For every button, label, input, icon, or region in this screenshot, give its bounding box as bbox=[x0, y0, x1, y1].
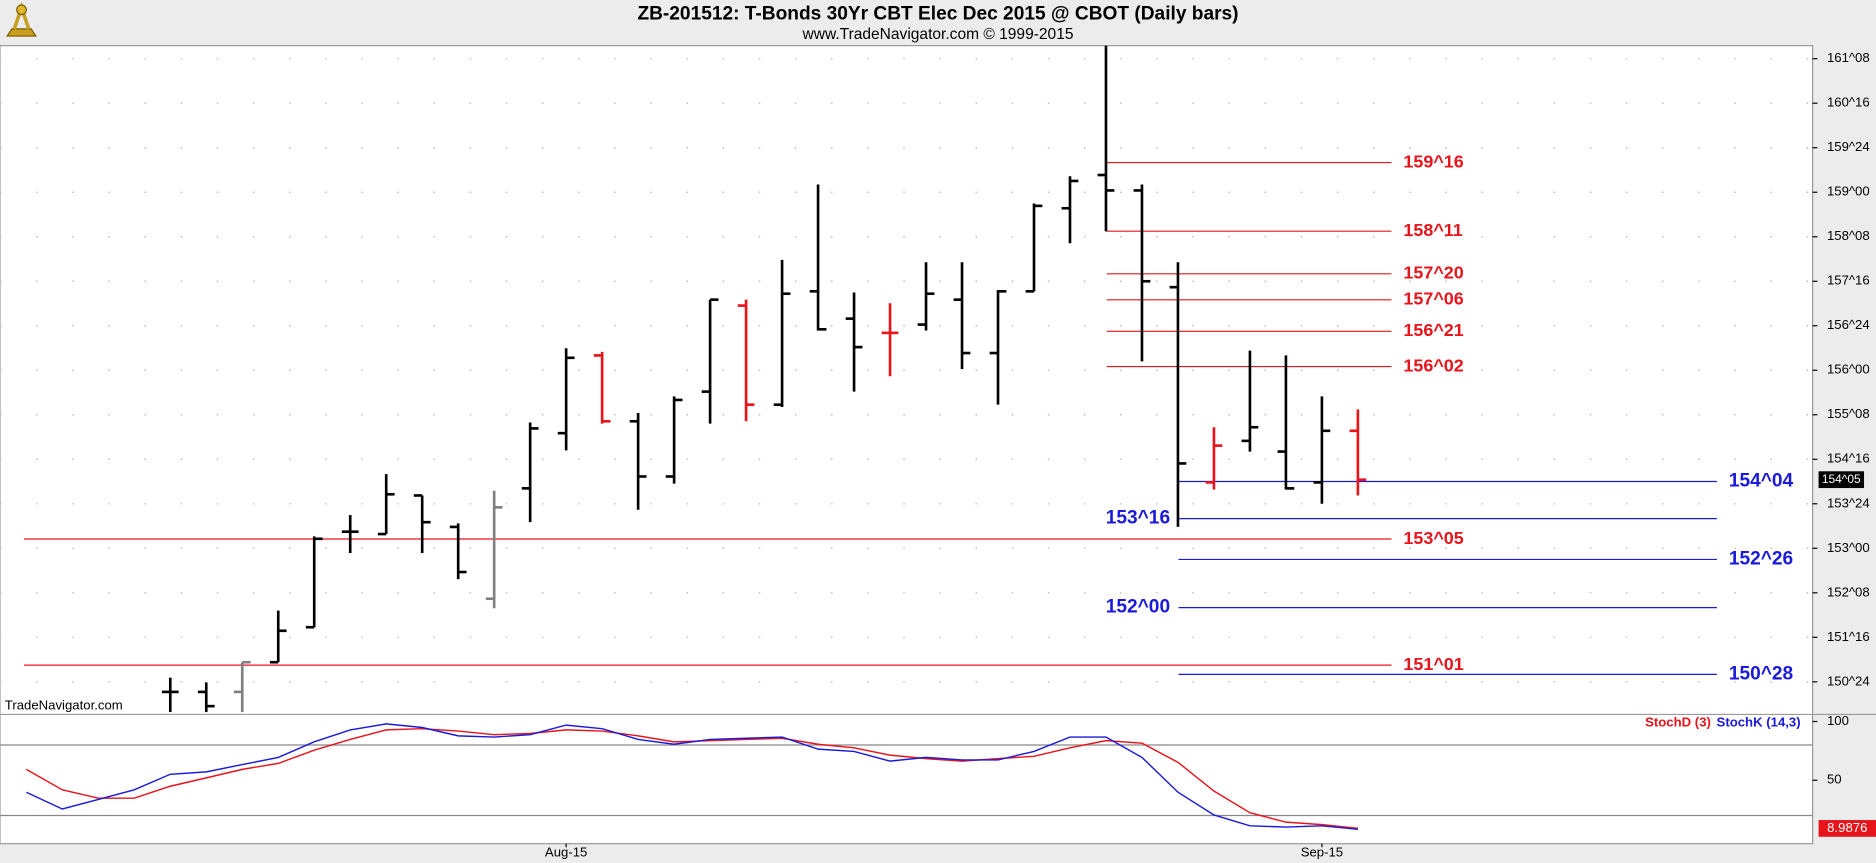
y-tick-label: 159^00 bbox=[1827, 184, 1870, 199]
y-tick-label: 50 bbox=[1827, 772, 1842, 787]
level-label: 152^26 bbox=[1729, 548, 1793, 569]
y-tick-label: 153^00 bbox=[1827, 540, 1870, 555]
y-tick-label: 100 bbox=[1827, 713, 1849, 728]
last-value-label: 8.9876 bbox=[1827, 820, 1867, 835]
last-price-label: 154^05 bbox=[1822, 472, 1861, 486]
y-tick-label: 157^16 bbox=[1827, 273, 1870, 288]
bars bbox=[161, 45, 1367, 713]
level-label: 158^11 bbox=[1403, 220, 1462, 240]
x-tick-label: Sep-15 bbox=[1301, 845, 1343, 860]
level-label: 150^28 bbox=[1729, 663, 1794, 684]
y-tick-label: 155^08 bbox=[1827, 406, 1870, 421]
watermark: TradeNavigator.com bbox=[5, 698, 123, 713]
legend-entry: StochK (14,3) bbox=[1717, 714, 1801, 729]
x-tick-label: Aug-15 bbox=[545, 845, 587, 860]
level-label: 151^01 bbox=[1403, 654, 1463, 674]
level-label: 159^16 bbox=[1403, 151, 1463, 171]
y-tick-label: 150^24 bbox=[1827, 673, 1870, 688]
level-label: 152^00 bbox=[1106, 597, 1170, 618]
logo bbox=[6, 1, 38, 37]
last-value-box bbox=[1818, 820, 1876, 837]
level-label: 156^02 bbox=[1403, 355, 1463, 375]
level-label: 153^16 bbox=[1106, 508, 1170, 529]
level-label: 157^20 bbox=[1403, 263, 1463, 283]
y-tick-label: 160^16 bbox=[1827, 95, 1870, 110]
y-tick-label: 152^08 bbox=[1827, 584, 1870, 599]
last-price-box bbox=[1818, 471, 1865, 489]
legend-entry: StochD (3) bbox=[1645, 714, 1711, 729]
level-label: 154^04 bbox=[1729, 471, 1794, 492]
y-tick-label: 158^08 bbox=[1827, 228, 1870, 243]
y-tick-label: 151^16 bbox=[1827, 629, 1870, 644]
y-tick-label: 156^00 bbox=[1827, 362, 1870, 377]
chart-title: ZB-201512: T-Bonds 30Yr CBT Elec Dec 201… bbox=[637, 4, 1238, 25]
level-label: 157^06 bbox=[1403, 289, 1463, 309]
y-tick-label: 161^08 bbox=[1827, 50, 1870, 65]
y-tick-label: 154^16 bbox=[1827, 451, 1870, 466]
y-tick-label: 156^24 bbox=[1827, 317, 1870, 332]
y-tick-label: 159^24 bbox=[1827, 139, 1870, 154]
level-label: 153^05 bbox=[1403, 528, 1463, 548]
chart-subtitle: www.TradeNavigator.com © 1999-2015 bbox=[802, 26, 1074, 43]
y-tick-label: 153^24 bbox=[1827, 495, 1870, 510]
stoch-line bbox=[26, 723, 1359, 831]
level-label: 156^21 bbox=[1403, 320, 1463, 340]
plot-background bbox=[0, 45, 1814, 845]
